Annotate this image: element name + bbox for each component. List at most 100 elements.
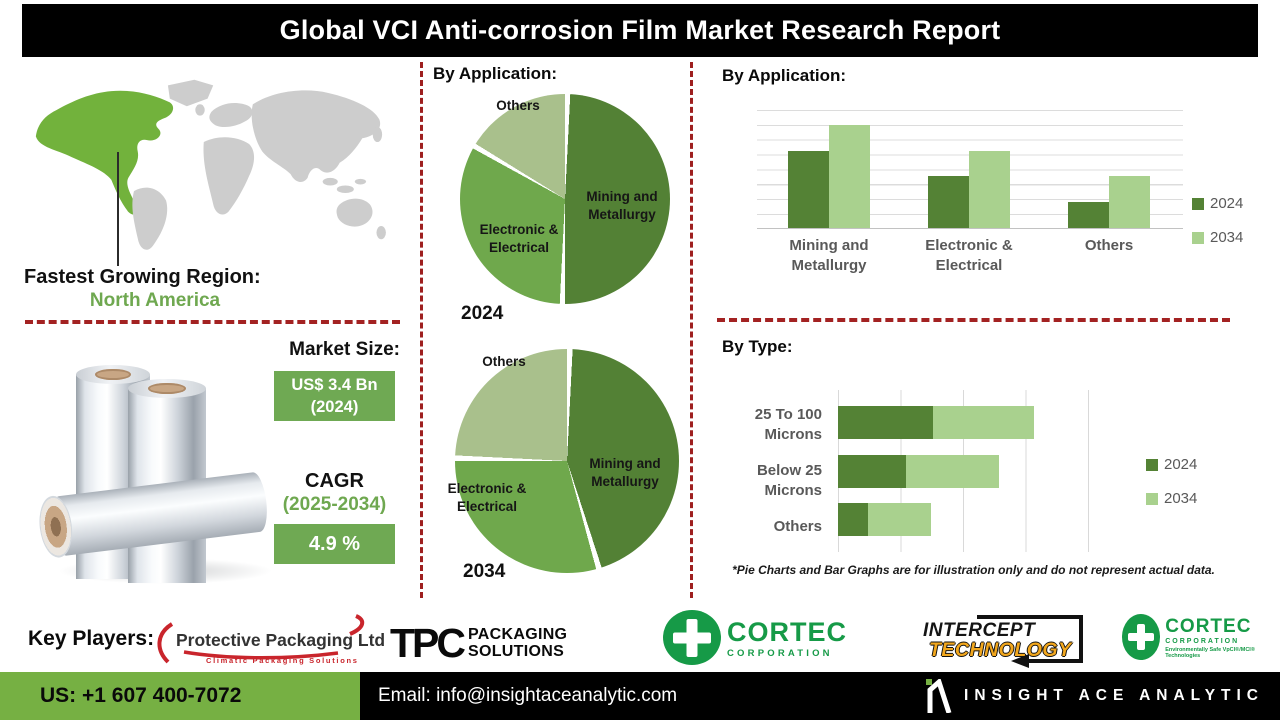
tpc-logo-name: TPC [390, 620, 466, 666]
logo-tpc: TPC PACKAGING SOLUTIONS [390, 620, 567, 667]
market-size-label: Market Size: [289, 339, 400, 360]
legend-item-2024: 2024 [1192, 195, 1243, 212]
cagr-period: (2025-2034) [282, 494, 387, 515]
pie-2024-year-label: 2024 [461, 303, 504, 324]
stacked-bar-row [838, 454, 1089, 488]
logo-cortec-small: CORTEC CORPORATION Environmentally Safe … [1122, 614, 1280, 660]
pp-right-arc-icon [349, 614, 365, 636]
legend-swatch-2024 [1146, 458, 1158, 471]
stacked-bar-row [838, 405, 1089, 439]
pie-chart-2034 [455, 349, 679, 573]
cortec-small-name: CORTEC [1165, 615, 1252, 637]
type-bar-chart [838, 390, 1089, 552]
vertical-divider-left [420, 62, 423, 598]
bar-category-label: Electronic & Electrical [925, 237, 1013, 275]
brand-logo: INSIGHT ACE ANALYTIC [926, 672, 1264, 720]
bar-2034 [829, 125, 870, 228]
logo-cortec: CORTEC CORPORATION [663, 610, 847, 665]
footer-email-block: Email: info@insightaceanalytic.com INSIG… [360, 672, 1280, 720]
bar-2024 [1068, 202, 1109, 228]
bar-2024 [788, 151, 829, 228]
horizontal-divider-left [25, 320, 400, 324]
legend-swatch-2024 [1192, 197, 1204, 210]
email-address: Email: info@insightaceanalytic.com [378, 685, 678, 706]
cortec-small-text: CORTEC CORPORATION Environmentally Safe … [1165, 616, 1280, 659]
pp-left-arc-icon [157, 622, 174, 664]
market-size-year: (2024) [310, 398, 359, 416]
cortec-small-tagline: Environmentally Safe VpCI®/MCI® Technolo… [1165, 646, 1255, 659]
film-rolls-image [48, 358, 293, 596]
legend-swatch-2034 [1192, 231, 1204, 244]
cagr-value: 4.9 % [308, 532, 361, 555]
stacked-bar-row [838, 503, 1089, 537]
fastest-growing-region-label: Fastest Growing Region: [24, 266, 261, 288]
cortec-small-sub: CORPORATION [1165, 637, 1240, 645]
segment-2034 [905, 454, 999, 488]
cortec-cross-icon [1122, 614, 1161, 660]
map-pointer-line [117, 152, 119, 266]
cagr-value-box: 4.9 % [274, 524, 395, 564]
bar-group [928, 110, 1010, 228]
type-category-label: 25 To 100 Microns [754, 406, 822, 444]
legend-label-2034: 2034 [1210, 229, 1244, 246]
pp-logo-tagline: Climatic Packaging Solutions [206, 656, 359, 665]
pie-section-title: By Application: [433, 64, 558, 83]
pie-2034-year-label: 2034 [463, 561, 506, 582]
pie-2024-label-mining: Mining and Metallurgy [586, 189, 658, 223]
phone-number: US: +1 607 400-7072 [40, 684, 242, 707]
cortec-text: CORTEC CORPORATION [727, 617, 847, 659]
bar-category-label: Others [1084, 237, 1134, 254]
world-map [28, 76, 406, 260]
application-bar-chart [757, 110, 1183, 229]
pp-logo-name: Protective Packaging Ltd [176, 630, 386, 650]
cortec-cross-icon [663, 610, 721, 665]
bar-2034 [1109, 176, 1150, 228]
legend-item-2034: 2034 [1146, 490, 1197, 507]
intercept-arrow-icon [977, 615, 1083, 668]
logo-protective-packaging: Protective Packaging Ltd Climatic Packag… [148, 614, 385, 670]
logo-intercept-technology: INTERCEPT TECHNOLOGY [915, 612, 1087, 668]
pie-2024-label-others: Others [496, 98, 540, 113]
pie-2024-label-electronic: Electronic & Electrical [479, 222, 559, 256]
bar-section-title: By Application: [722, 66, 847, 85]
tpc-line2: SOLUTIONS [468, 642, 565, 660]
intercept-name: INTERCEPT [923, 620, 1036, 641]
type-category-label: Below 25 Microns [756, 461, 822, 500]
footer-phone-block: US: +1 607 400-7072 [0, 672, 360, 720]
fastest-growing-region-value: North America [89, 290, 221, 311]
segment-2034 [868, 503, 931, 537]
insight-ace-a-icon [926, 679, 952, 713]
legend-label-2024: 2024 [1210, 195, 1244, 212]
tpc-line1: PACKAGING [468, 625, 568, 643]
bar-group [1068, 110, 1150, 228]
segment-2034 [933, 405, 1034, 439]
market-size-value: US$ 3.4 Bn [291, 375, 378, 394]
disclaimer-footnote: *Pie Charts and Bar Graphs are for illus… [732, 563, 1215, 577]
title-bar: Global VCI Anti-corrosion Film Market Re… [22, 4, 1258, 57]
page-title: Global VCI Anti-corrosion Film Market Re… [279, 15, 1001, 45]
cagr-label: CAGR [305, 470, 364, 492]
bar-2024 [928, 176, 969, 228]
legend-label-2024: 2024 [1164, 456, 1198, 473]
pp-swoosh-icon [183, 650, 339, 660]
segment-2024 [838, 405, 934, 439]
bar-2034 [969, 151, 1010, 228]
legend-label-2034: 2034 [1164, 490, 1198, 507]
segment-2024 [838, 454, 906, 488]
pie-2034-label-mining: Mining and Metallurgy [589, 456, 661, 490]
legend-item-2024: 2024 [1146, 456, 1197, 473]
segment-2024 [838, 503, 869, 537]
intercept-sub: TECHNOLOGY [929, 639, 1072, 661]
type-section-title: By Type: [722, 337, 793, 356]
pie-2034-label-electronic: Electronic & Electrical [447, 481, 527, 515]
key-players-label: Key Players: [28, 627, 155, 650]
pie-2034-label-others: Others [482, 354, 526, 369]
bar-group [788, 110, 870, 228]
brand-name: INSIGHT ACE ANALYTIC [964, 687, 1264, 704]
legend-swatch-2034 [1146, 492, 1158, 505]
application-bar-categories: Mining and Metallurgy Electronic & Electr… [757, 236, 1183, 277]
cortec-sub: CORPORATION [727, 647, 833, 659]
horizontal-divider-right [717, 318, 1230, 322]
bar-category-label: Mining and Metallurgy [789, 237, 869, 275]
